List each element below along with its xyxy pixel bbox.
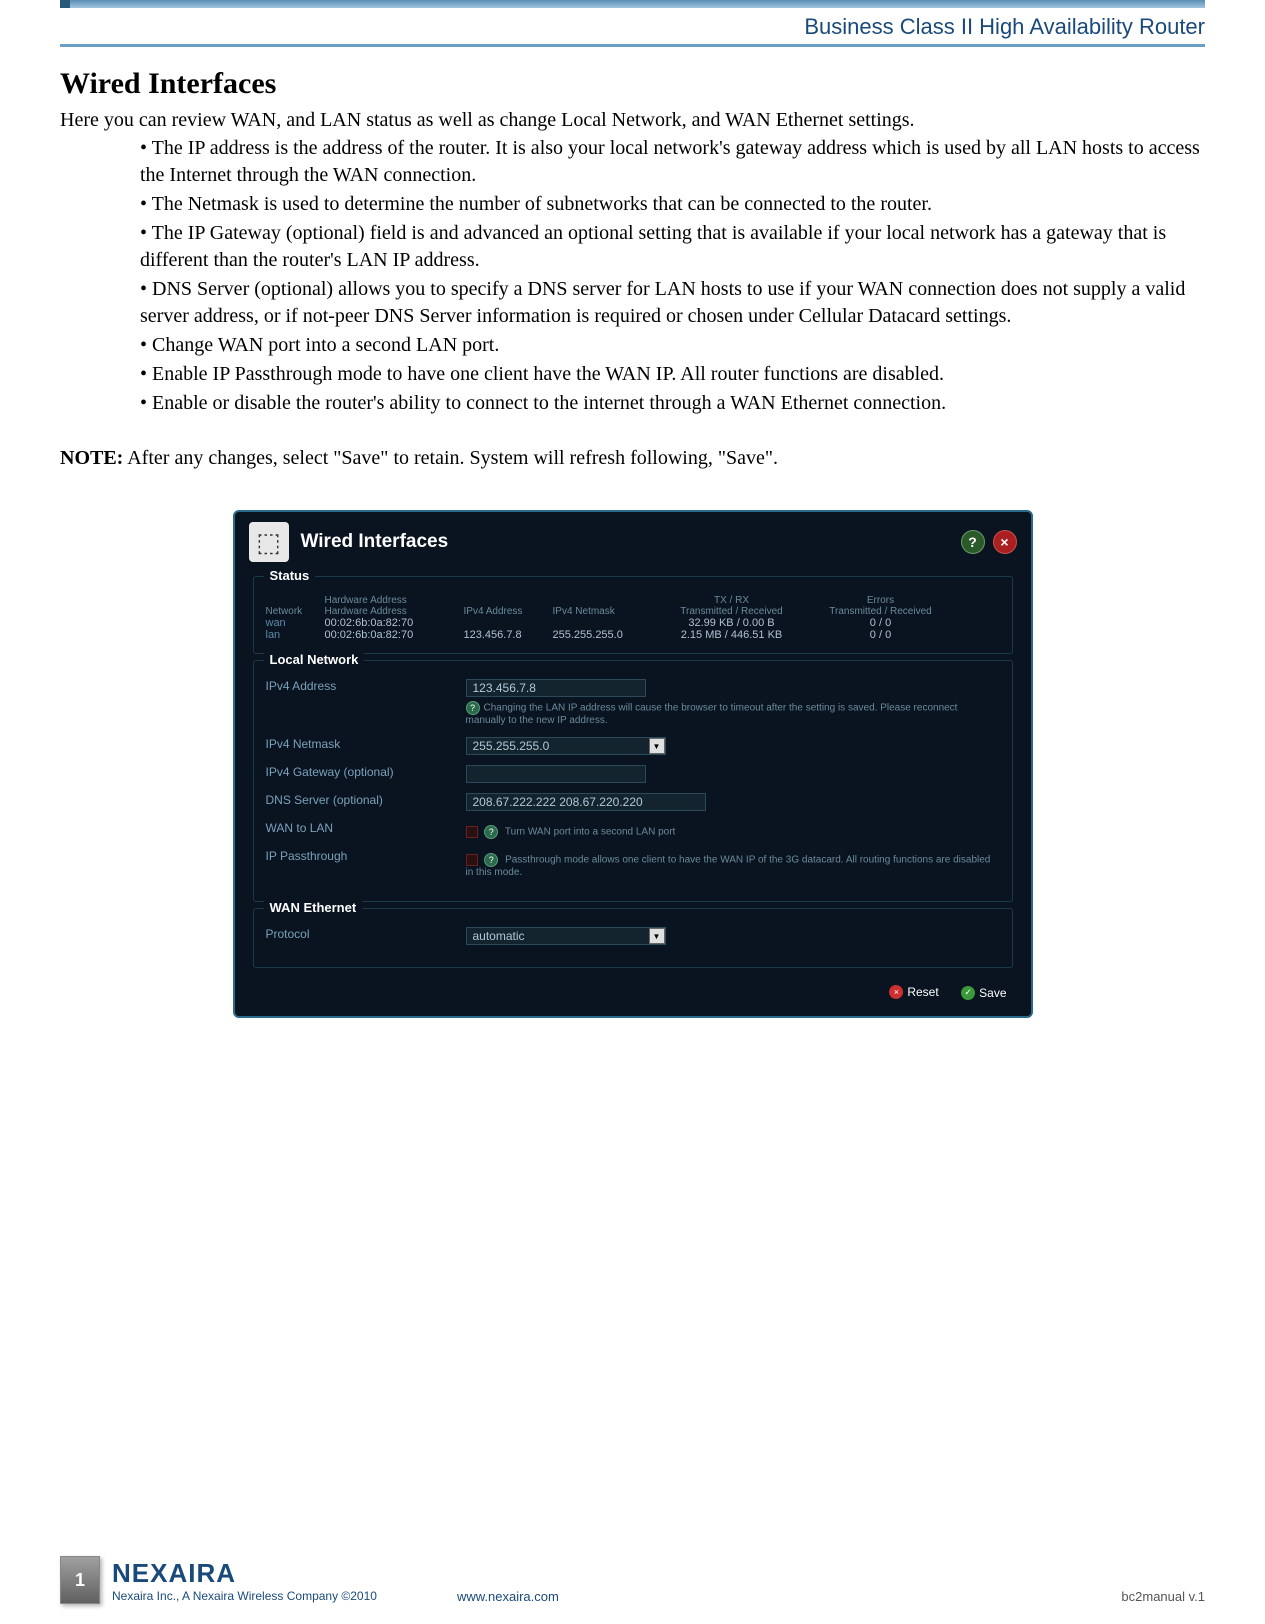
close-icon[interactable]: × <box>993 530 1017 554</box>
ipv4-gateway-label: IPv4 Gateway (optional) <box>266 765 466 779</box>
ipv4-address-hint: ?Changing the LAN IP address will cause … <box>466 701 1000 727</box>
bullet-item: • Enable IP Passthrough mode to have one… <box>140 361 1205 388</box>
bullet-item: • The IP Gateway (optional) field is and… <box>140 220 1205 274</box>
save-icon: ✓ <box>961 986 975 1000</box>
company-text: Nexaira Inc., A Nexaira Wireless Company… <box>112 1589 377 1603</box>
protocol-select[interactable]: automatic ▼ <box>466 927 666 945</box>
ipv4-netmask-select[interactable]: 255.255.255.0 ▼ <box>466 737 666 755</box>
save-button[interactable]: ✓ Save <box>955 984 1012 1002</box>
section-intro: Here you can review WAN, and LAN status … <box>60 107 1205 133</box>
bullet-list: • The IP address is the address of the r… <box>60 135 1205 417</box>
bullet-item: • Enable or disable the router's ability… <box>140 390 1205 417</box>
bullet-item: • The IP address is the address of the r… <box>140 135 1205 189</box>
ipv4-gateway-input[interactable] <box>466 765 646 783</box>
note-text: NOTE: After any changes, select "Save" t… <box>60 447 1205 470</box>
footer-url: www.nexaira.com <box>457 1589 559 1604</box>
config-panel: ⬚ Wired Interfaces ? × Status Network Ha… <box>233 510 1033 1018</box>
status-legend: Status <box>264 568 316 583</box>
page-footer: 1 NEXAIRA Nexaira Inc., A Nexaira Wirele… <box>60 1556 1205 1604</box>
panel-title: Wired Interfaces <box>301 531 961 553</box>
local-network-section: Local Network IPv4 Address ?Changing the… <box>253 660 1013 902</box>
status-header-row: Network Hardware AddressHardware Address… <box>266 595 1000 617</box>
ipv4-address-label: IPv4 Address <box>266 679 466 693</box>
hint-help-icon[interactable]: ? <box>466 701 480 715</box>
status-row-wan: wan 00:02:6b:0a:82:70 32.99 KB / 0.00 B … <box>266 617 1000 629</box>
dns-server-label: DNS Server (optional) <box>266 793 466 807</box>
ip-passthrough-help-icon[interactable]: ? <box>484 853 498 867</box>
doc-id: bc2manual v.1 <box>1121 1589 1205 1604</box>
wan-to-lan-help-icon[interactable]: ? <box>484 825 498 839</box>
dns-server-input[interactable] <box>466 793 706 811</box>
wan-to-lan-label: WAN to LAN <box>266 821 466 835</box>
bullet-item: • The Netmask is used to determine the n… <box>140 191 1205 218</box>
product-title: Business Class II High Availability Rout… <box>60 10 1205 47</box>
ipv4-netmask-label: IPv4 Netmask <box>266 737 466 751</box>
section-heading: Wired Interfaces <box>60 67 1205 101</box>
ip-passthrough-label: IP Passthrough <box>266 849 466 863</box>
wan-to-lan-checkbox[interactable] <box>466 826 478 838</box>
wan-ethernet-section: WAN Ethernet Protocol automatic ▼ <box>253 908 1013 968</box>
chevron-down-icon[interactable]: ▼ <box>649 928 665 944</box>
brand-logo-text: NEXAIRA <box>112 1558 377 1589</box>
help-icon[interactable]: ? <box>961 530 985 554</box>
bullet-item: • Change WAN port into a second LAN port… <box>140 332 1205 359</box>
reset-button[interactable]: × Reset <box>883 983 944 1001</box>
wan-ethernet-legend: WAN Ethernet <box>264 900 363 915</box>
page-number-badge: 1 <box>60 1556 100 1604</box>
wan-to-lan-text: Turn WAN port into a second LAN port <box>505 827 675 838</box>
protocol-label: Protocol <box>266 927 466 941</box>
ip-passthrough-text: Passthrough mode allows one client to ha… <box>466 855 991 878</box>
status-section: Status Network Hardware AddressHardware … <box>253 576 1013 654</box>
header-accent-bar <box>60 0 1205 8</box>
panel-logo-icon: ⬚ <box>249 522 289 562</box>
status-row-lan: lan 00:02:6b:0a:82:70 123.456.7.8 255.25… <box>266 629 1000 641</box>
reset-icon: × <box>889 985 903 999</box>
bullet-item: • DNS Server (optional) allows you to sp… <box>140 276 1205 330</box>
ipv4-address-input[interactable] <box>466 679 646 697</box>
local-network-legend: Local Network <box>264 652 365 667</box>
ip-passthrough-checkbox[interactable] <box>466 854 478 866</box>
chevron-down-icon[interactable]: ▼ <box>649 738 665 754</box>
